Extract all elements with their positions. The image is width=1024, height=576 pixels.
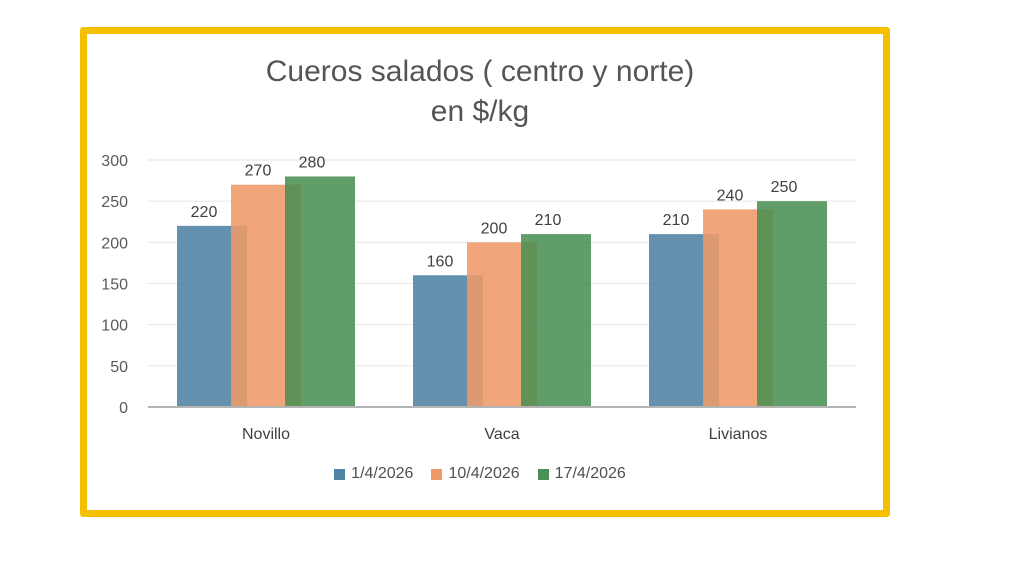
category-label: Vaca — [484, 426, 519, 443]
y-tick-label: 0 — [119, 400, 128, 417]
y-tick-label: 150 — [101, 277, 128, 294]
y-tick-label: 300 — [101, 153, 128, 170]
bar-novillo-3 — [285, 176, 355, 407]
legend-label: 17/4/2026 — [554, 465, 626, 482]
y-tick-label: 200 — [101, 235, 128, 252]
category-label: Novillo — [242, 426, 290, 443]
data-label: 220 — [191, 204, 218, 221]
bar-livianos-3 — [757, 201, 827, 407]
chart-legend: 1/4/2026 10/4/2026 17/4/2026 — [0, 465, 960, 483]
chart-title: Cueros salados ( centro y norte) en $/kg — [0, 52, 960, 132]
data-label: 270 — [245, 163, 272, 180]
data-label: 210 — [663, 212, 690, 229]
data-label: 240 — [717, 187, 744, 204]
legend-swatch — [334, 468, 346, 480]
category-label: Livianos — [709, 426, 768, 443]
y-tick-label: 50 — [110, 359, 128, 376]
data-label: 210 — [535, 212, 562, 229]
bar-vaca-3 — [521, 234, 591, 407]
legend-label: 1/4/2026 — [351, 465, 414, 482]
legend-item: 10/4/2026 — [431, 465, 520, 483]
chart-title-line-2: en $/kg — [430, 95, 530, 128]
legend-item: 1/4/2026 — [334, 465, 413, 483]
chart-title-line-1: Cueros salados ( centro y norte) — [265, 55, 695, 88]
data-label: 160 — [427, 253, 454, 270]
legend-swatch — [431, 468, 443, 480]
data-label: 250 — [771, 179, 798, 196]
y-tick-label: 250 — [101, 194, 128, 211]
data-label: 280 — [299, 154, 326, 171]
legend-label: 10/4/2026 — [448, 465, 520, 482]
y-tick-label: 100 — [101, 318, 128, 335]
legend-swatch — [537, 468, 549, 480]
data-label: 200 — [481, 220, 508, 237]
legend-item: 17/4/2026 — [537, 465, 626, 483]
